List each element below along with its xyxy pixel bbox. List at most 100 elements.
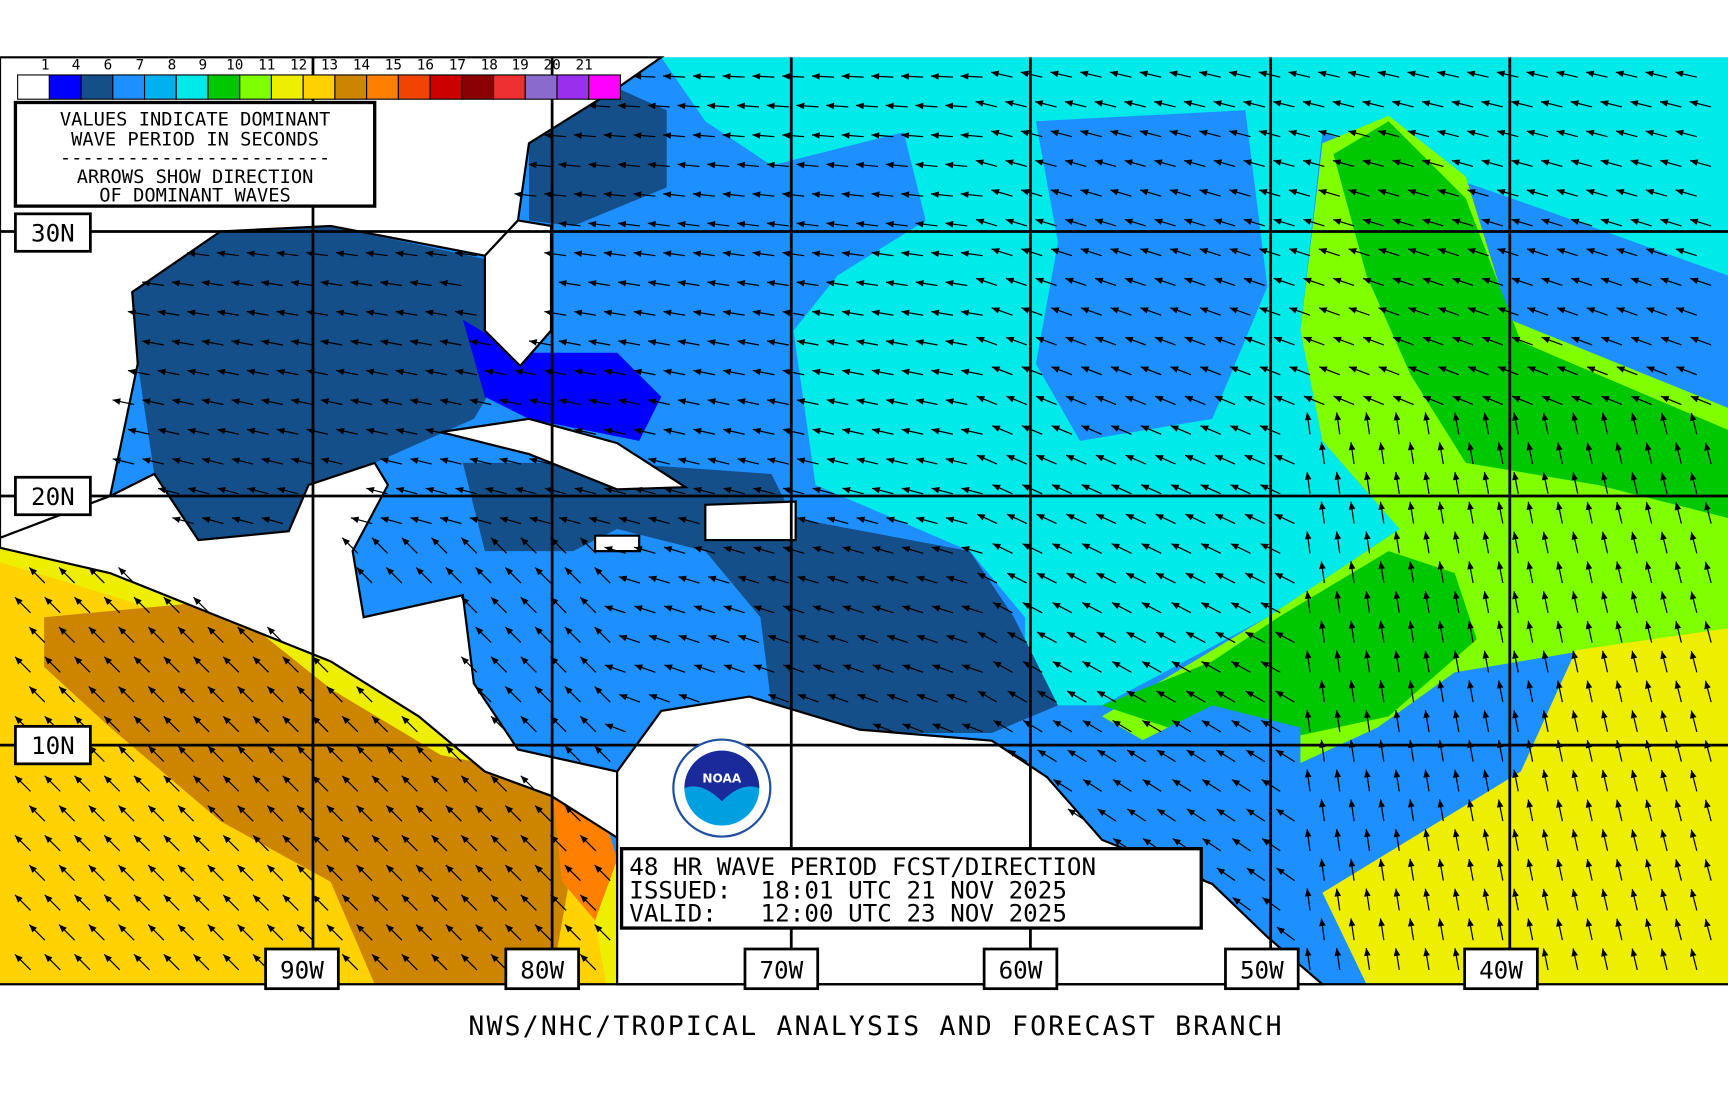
wave-direction-arrow bbox=[767, 634, 789, 644]
wave-direction-arrow bbox=[534, 924, 552, 941]
wave-direction-arrow bbox=[326, 924, 343, 941]
legend-swatch bbox=[143, 74, 177, 100]
wave-direction-arrow bbox=[1600, 100, 1623, 108]
wave-direction-arrow bbox=[187, 487, 210, 495]
wave-direction-arrow bbox=[1571, 829, 1579, 852]
wave-direction-arrow bbox=[1481, 336, 1504, 346]
wave-direction-arrow bbox=[1526, 680, 1534, 703]
wave-direction-arrow bbox=[475, 864, 492, 882]
wave-direction-arrow bbox=[945, 398, 968, 406]
wave-direction-arrow bbox=[163, 596, 180, 614]
wave-direction-arrow bbox=[588, 339, 611, 346]
wave-direction-arrow bbox=[648, 398, 670, 406]
wave-direction-arrow bbox=[1273, 100, 1295, 108]
legend-tick-label: 1 bbox=[41, 57, 50, 73]
wave-direction-arrow bbox=[1185, 513, 1206, 525]
wave-direction-arrow bbox=[1690, 888, 1698, 911]
wave-direction-arrow bbox=[737, 575, 760, 584]
wave-direction-arrow bbox=[147, 924, 165, 941]
wave-direction-arrow bbox=[177, 745, 195, 763]
wave-direction-arrow bbox=[410, 516, 432, 525]
wave-direction-arrow bbox=[1081, 425, 1102, 435]
wave-direction-arrow bbox=[425, 309, 448, 317]
wave-direction-arrow bbox=[1482, 769, 1490, 792]
wave-direction-arrow bbox=[544, 132, 567, 139]
wave-direction-arrow bbox=[469, 339, 492, 346]
wave-direction-arrow bbox=[499, 516, 522, 525]
wave-direction-arrow bbox=[1674, 621, 1682, 643]
wave-direction-arrow bbox=[752, 250, 775, 258]
wave-direction-arrow bbox=[252, 834, 270, 852]
wave-direction-arrow bbox=[520, 775, 537, 792]
wave-direction-arrow bbox=[1556, 307, 1578, 316]
wave-direction-arrow bbox=[1216, 867, 1236, 882]
wave-direction-arrow bbox=[633, 309, 656, 317]
wave-direction-arrow bbox=[1630, 650, 1638, 673]
wave-direction-arrow bbox=[365, 368, 388, 376]
wave-direction-arrow bbox=[574, 309, 596, 317]
wave-direction-arrow bbox=[504, 567, 522, 584]
wave-direction-arrow bbox=[1674, 859, 1682, 881]
wave-direction-arrow bbox=[782, 132, 805, 139]
wave-direction-arrow bbox=[431, 953, 448, 971]
wave-direction-arrow bbox=[261, 339, 284, 346]
wave-direction-arrow bbox=[588, 516, 611, 525]
wave-direction-arrow bbox=[103, 834, 121, 852]
wave-direction-arrow bbox=[1171, 661, 1192, 673]
wave-direction-arrow bbox=[163, 715, 180, 733]
wave-direction-arrow bbox=[401, 537, 418, 554]
wave-direction-arrow bbox=[945, 516, 968, 525]
wave-direction-arrow bbox=[222, 775, 240, 792]
wave-direction-arrow bbox=[401, 715, 418, 733]
wave-direction-arrow bbox=[993, 720, 1013, 733]
wave-direction-arrow bbox=[1601, 395, 1623, 406]
wave-direction-arrow bbox=[261, 280, 283, 287]
wave-direction-arrow bbox=[401, 953, 418, 971]
wave-direction-arrow bbox=[594, 924, 611, 941]
wave-direction-arrow bbox=[1094, 277, 1117, 287]
wave-direction-arrow bbox=[604, 605, 626, 614]
wave-direction-arrow bbox=[1065, 277, 1087, 287]
wave-direction-arrow bbox=[291, 457, 313, 465]
wave-direction-arrow bbox=[1423, 650, 1430, 673]
wave-direction-arrow bbox=[460, 953, 478, 971]
wave-direction-arrow bbox=[1630, 710, 1638, 733]
wave-direction-arrow bbox=[475, 626, 492, 644]
wave-direction-arrow bbox=[1201, 779, 1222, 792]
wave-direction-arrow bbox=[1526, 442, 1534, 465]
wave-direction-arrow bbox=[1497, 307, 1519, 316]
wave-direction-arrow bbox=[915, 398, 938, 406]
wave-direction-arrow bbox=[1645, 442, 1653, 465]
wave-direction-arrow bbox=[1081, 484, 1102, 495]
wave-direction-arrow bbox=[282, 656, 299, 673]
wave-direction-arrow bbox=[594, 745, 611, 763]
wave-direction-arrow bbox=[961, 605, 983, 614]
wave-direction-arrow bbox=[1467, 858, 1474, 881]
wave-direction-arrow bbox=[1690, 769, 1698, 792]
legend-tick-label: 11 bbox=[258, 57, 275, 73]
wave-direction-arrow bbox=[1022, 543, 1043, 554]
wave-direction-arrow bbox=[1035, 218, 1057, 227]
wave-direction-arrow bbox=[1511, 336, 1533, 346]
legend-tick-label: 9 bbox=[198, 57, 207, 73]
wave-direction-arrow bbox=[708, 634, 730, 644]
wave-direction-arrow bbox=[1080, 366, 1102, 376]
wave-direction-arrow bbox=[1140, 248, 1162, 257]
wave-direction-arrow bbox=[648, 693, 670, 703]
wave-direction-arrow bbox=[992, 661, 1013, 673]
wave-direction-arrow bbox=[1348, 129, 1370, 138]
wave-direction-arrow bbox=[1556, 561, 1563, 584]
wave-direction-arrow bbox=[1675, 70, 1697, 78]
wave-direction-arrow bbox=[1334, 531, 1342, 554]
wave-direction-arrow bbox=[1005, 159, 1027, 168]
wave-direction-arrow bbox=[737, 280, 760, 287]
wave-direction-arrow bbox=[336, 309, 358, 317]
wave-direction-arrow bbox=[841, 250, 864, 258]
wave-direction-arrow bbox=[574, 487, 597, 495]
wave-direction-arrow bbox=[1081, 543, 1102, 554]
wave-direction-arrow bbox=[1704, 502, 1712, 524]
wave-direction-arrow bbox=[1660, 277, 1682, 287]
wave-direction-arrow bbox=[856, 516, 879, 525]
wave-direction-arrow bbox=[991, 307, 1013, 316]
wave-direction-arrow bbox=[1319, 680, 1326, 703]
